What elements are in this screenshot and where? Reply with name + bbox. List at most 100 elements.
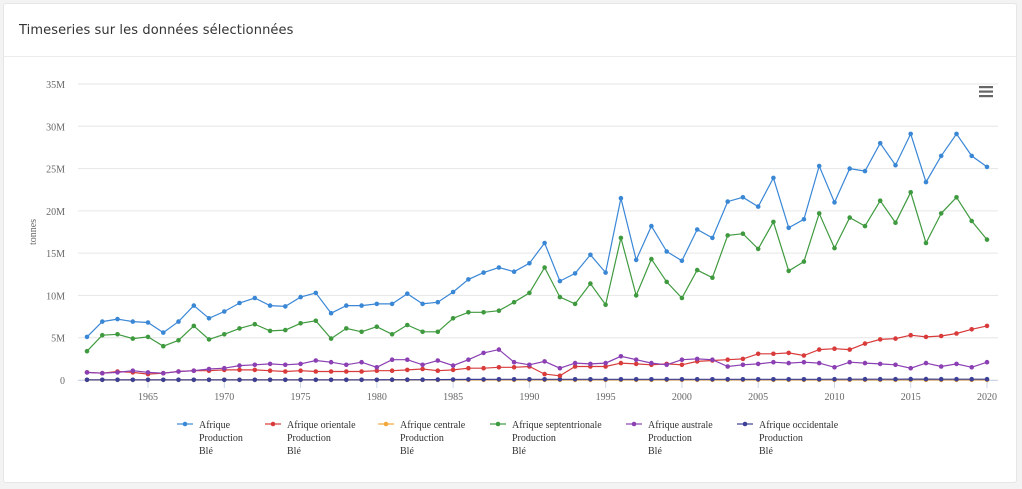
data-point[interactable] [435,368,441,374]
data-point[interactable] [206,337,212,342]
data-point[interactable] [84,377,90,383]
data-point[interactable] [908,190,913,195]
data-point[interactable] [542,371,547,377]
data-point[interactable] [100,370,105,376]
data-point[interactable] [252,362,258,368]
data-point[interactable] [664,377,669,382]
data-point[interactable] [572,360,578,366]
data-point[interactable] [786,225,791,231]
data-point[interactable] [969,376,974,382]
data-point[interactable] [847,347,852,352]
data-point[interactable] [267,361,273,367]
data-point[interactable] [908,365,913,371]
data-point[interactable] [664,279,669,285]
data-point[interactable] [298,368,303,374]
data-point[interactable] [893,220,898,225]
data-point[interactable] [588,361,593,367]
data-point[interactable] [344,377,349,383]
data-point[interactable] [801,353,807,358]
data-point[interactable] [466,365,471,371]
data-point[interactable] [145,320,151,325]
data-point[interactable] [115,316,120,322]
legend-item[interactable]: Afrique centrale Production Blé [378,420,466,457]
data-point[interactable] [420,362,425,368]
data-point[interactable] [267,328,273,334]
data-point[interactable] [633,257,639,263]
data-point[interactable] [710,357,715,363]
data-point[interactable] [466,310,471,315]
data-point[interactable] [511,377,517,382]
data-point[interactable] [572,301,578,307]
data-point[interactable] [740,377,746,382]
data-point[interactable] [832,346,837,352]
data-point[interactable] [389,357,395,363]
data-point[interactable] [328,377,334,383]
data-point[interactable] [954,331,959,336]
data-point[interactable] [145,377,151,383]
data-point[interactable] [862,341,868,346]
data-point[interactable] [847,376,852,382]
data-point[interactable] [130,336,136,341]
data-point[interactable] [252,321,258,327]
data-point[interactable] [694,377,700,382]
data-point[interactable] [496,265,502,270]
data-point[interactable] [938,153,944,159]
data-point[interactable] [206,377,212,383]
data-point[interactable] [374,301,380,307]
data-point[interactable] [115,377,120,383]
data-point[interactable] [374,365,380,370]
data-point[interactable] [816,347,822,352]
data-point[interactable] [466,357,471,363]
data-point[interactable] [84,334,90,340]
data-point[interactable] [862,223,868,229]
data-point[interactable] [679,362,685,368]
data-point[interactable] [740,362,746,368]
data-point[interactable] [801,259,807,264]
data-point[interactable] [298,377,303,383]
data-point[interactable] [923,334,929,340]
data-point[interactable] [618,195,624,201]
data-point[interactable] [435,377,441,382]
data-point[interactable] [84,370,90,375]
data-point[interactable] [176,319,181,324]
data-point[interactable] [435,299,441,305]
data-point[interactable] [603,302,608,308]
data-point[interactable] [130,319,136,324]
data-point[interactable] [237,363,242,368]
data-point[interactable] [771,359,776,365]
data-point[interactable] [893,336,898,341]
data-point[interactable] [252,295,258,301]
data-point[interactable] [420,377,425,383]
data-point[interactable] [389,332,395,337]
data-point[interactable] [923,179,929,185]
data-point[interactable] [801,217,807,222]
data-point[interactable] [710,275,715,281]
data-point[interactable] [191,323,197,329]
data-point[interactable] [374,324,380,330]
data-point[interactable] [100,319,105,324]
data-point[interactable] [862,360,868,366]
data-point[interactable] [359,359,364,365]
data-point[interactable] [954,376,959,382]
data-point[interactable] [694,356,700,362]
data-point[interactable] [969,218,974,224]
data-point[interactable] [755,351,761,357]
data-point[interactable] [527,362,532,368]
data-point[interactable] [542,377,547,382]
data-point[interactable] [771,219,776,225]
data-point[interactable] [328,359,334,365]
data-point[interactable] [694,267,700,273]
data-point[interactable] [405,357,410,363]
data-point[interactable] [237,300,242,306]
data-point[interactable] [908,332,913,338]
data-point[interactable] [191,303,197,308]
data-point[interactable] [313,290,319,296]
data-point[interactable] [679,258,685,264]
data-point[interactable] [618,377,624,382]
data-point[interactable] [267,377,273,383]
data-point[interactable] [511,359,517,365]
data-point[interactable] [450,367,456,373]
data-point[interactable] [206,316,212,321]
data-point[interactable] [161,343,166,349]
data-point[interactable] [618,354,624,359]
